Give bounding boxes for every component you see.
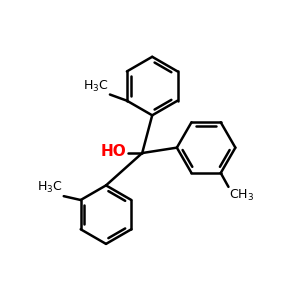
Text: H$_3$C: H$_3$C	[37, 180, 62, 195]
Text: CH$_3$: CH$_3$	[229, 188, 254, 203]
Text: HO: HO	[101, 144, 127, 159]
Text: H$_3$C: H$_3$C	[83, 79, 108, 94]
